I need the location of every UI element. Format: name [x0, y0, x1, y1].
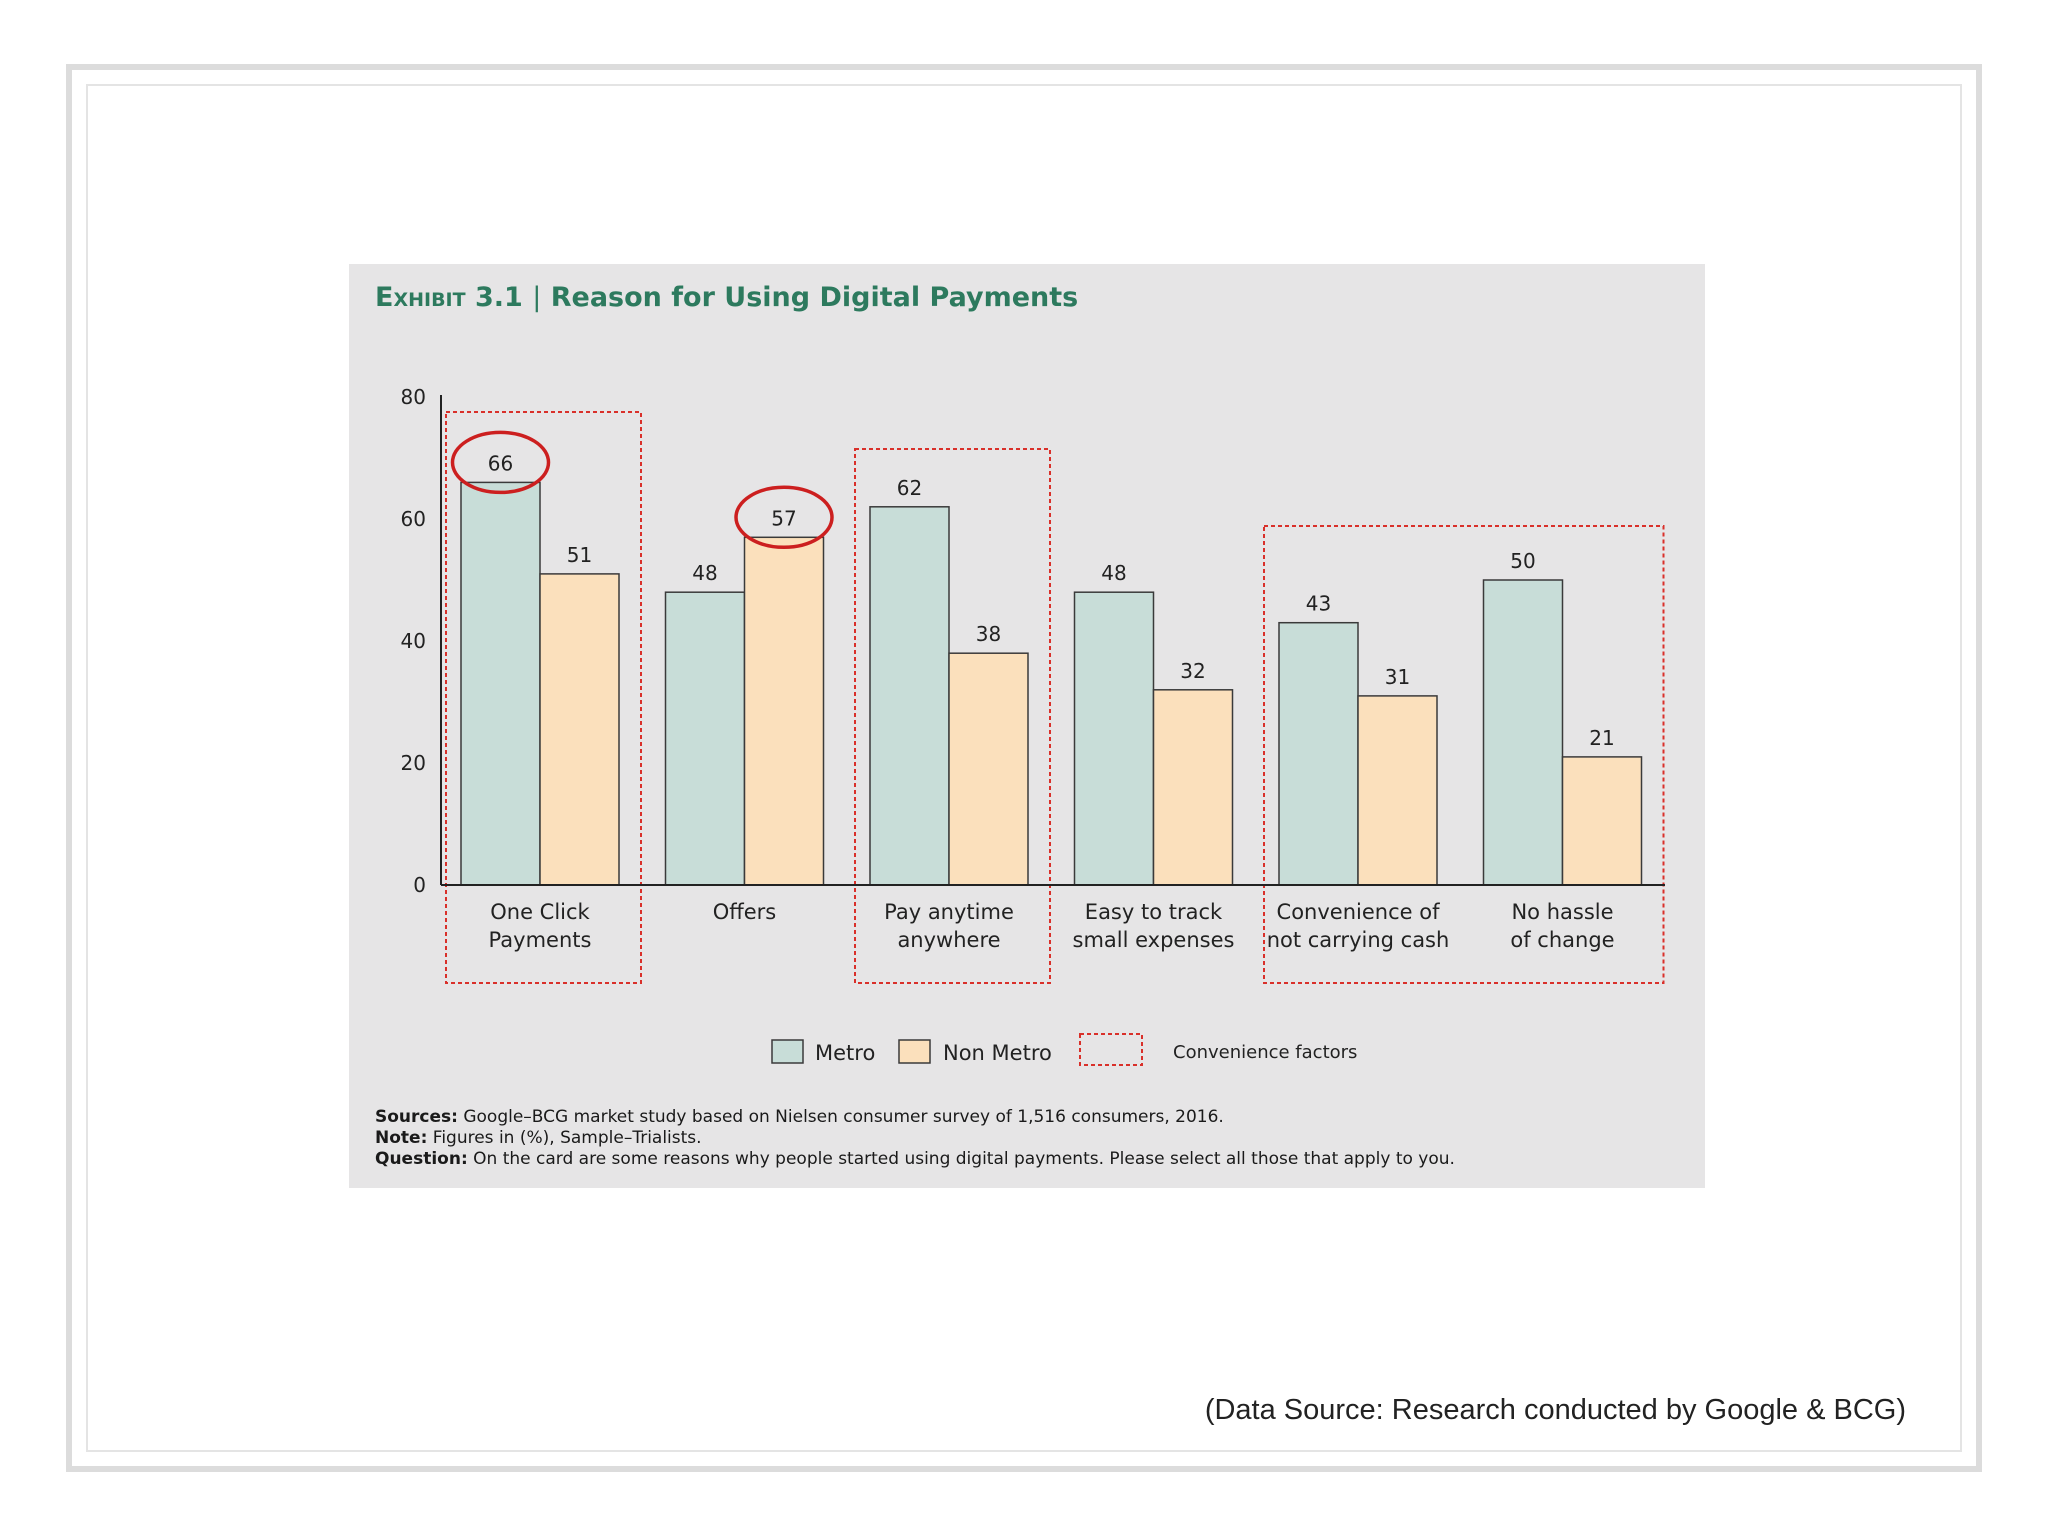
data-label: 57 — [771, 506, 796, 530]
category-label: Convenience of — [1277, 900, 1441, 924]
data-label: 48 — [692, 561, 717, 585]
sources-text: Google–BCG market study based on Nielsen… — [457, 1107, 1224, 1127]
bar-non-metro — [1357, 695, 1438, 886]
exhibit-separator: | — [532, 282, 542, 313]
bar-non-metro — [1152, 689, 1234, 886]
legend-label-metro: Metro — [815, 1041, 875, 1065]
note-line: Note: Figures in (%), Sample–Trialists. — [375, 1128, 1455, 1149]
y-tick-label: 40 — [401, 629, 426, 653]
data-source-caption: (Data Source: Research conducted by Goog… — [1204, 1394, 1906, 1426]
sources-line: Sources: Google–BCG market study based o… — [375, 1107, 1455, 1128]
data-label: 51 — [567, 543, 592, 567]
bar-metro — [869, 506, 950, 886]
data-label: 48 — [1101, 561, 1126, 585]
category-label: One Click — [490, 900, 590, 924]
legend-label-non-metro: Non Metro — [943, 1041, 1052, 1065]
inner-frame — [86, 84, 1962, 1452]
bar-metro — [664, 591, 746, 886]
y-tick-label: 0 — [413, 873, 426, 897]
category-label: of change — [1510, 928, 1614, 952]
data-label: 50 — [1510, 549, 1535, 573]
category-label: Payments — [489, 928, 592, 952]
bar-non-metro — [539, 573, 620, 886]
convenience-factor-box — [854, 448, 1051, 984]
bar-non-metro — [743, 536, 825, 886]
bar-metro — [1073, 591, 1155, 886]
legend-swatch-convenience — [1079, 1033, 1143, 1066]
exhibit-title: Exhibit 3.1 | Reason for Using Digital P… — [375, 282, 1078, 313]
highlight-circle — [450, 430, 551, 495]
category-label: small expenses — [1073, 928, 1235, 952]
note-text: Figures in (%), Sample–Trialists. — [427, 1128, 702, 1148]
notes: Sources: Google–BCG market study based o… — [375, 1107, 1455, 1170]
data-label: 32 — [1180, 659, 1205, 683]
category-label: Pay anytime — [884, 900, 1014, 924]
data-label: 43 — [1306, 592, 1331, 616]
exhibit-heading: Reason for Using Digital Payments — [550, 282, 1079, 313]
category-label: Easy to track — [1085, 900, 1223, 924]
note-label: Note: — [375, 1128, 428, 1148]
bar-metro — [460, 481, 541, 886]
y-tick-label: 80 — [401, 385, 426, 409]
bar-metro — [1482, 579, 1564, 886]
highlight-circle — [734, 485, 834, 550]
legend-label-convenience: Convenience factors — [1173, 1042, 1357, 1063]
bar-non-metro — [948, 652, 1029, 886]
convenience-factor-box — [445, 411, 642, 984]
exhibit-label: Exhibit 3.1 — [375, 282, 523, 313]
data-label: 62 — [897, 476, 922, 500]
y-tick-label: 60 — [401, 507, 426, 531]
legend-swatch-non-metro — [898, 1039, 931, 1064]
question-label: Question: — [375, 1149, 468, 1169]
category-label: Offers — [713, 900, 777, 924]
category-label: anywhere — [897, 928, 1000, 952]
bar-metro — [1278, 621, 1359, 886]
category-label: No hassle — [1511, 900, 1613, 924]
data-label: 66 — [488, 451, 513, 475]
sources-label: Sources: — [375, 1107, 458, 1127]
legend-swatch-metro — [771, 1039, 804, 1064]
data-label: 31 — [1385, 665, 1410, 689]
category-label: not carrying cash — [1267, 928, 1450, 952]
question-text: On the card are some reasons why people … — [467, 1149, 1455, 1169]
y-tick-label: 20 — [401, 751, 426, 775]
question-line: Question: On the card are some reasons w… — [375, 1149, 1455, 1170]
data-label: 38 — [976, 622, 1001, 646]
convenience-factor-box — [1263, 525, 1665, 984]
bar-non-metro — [1561, 756, 1643, 886]
data-label: 21 — [1589, 726, 1614, 750]
